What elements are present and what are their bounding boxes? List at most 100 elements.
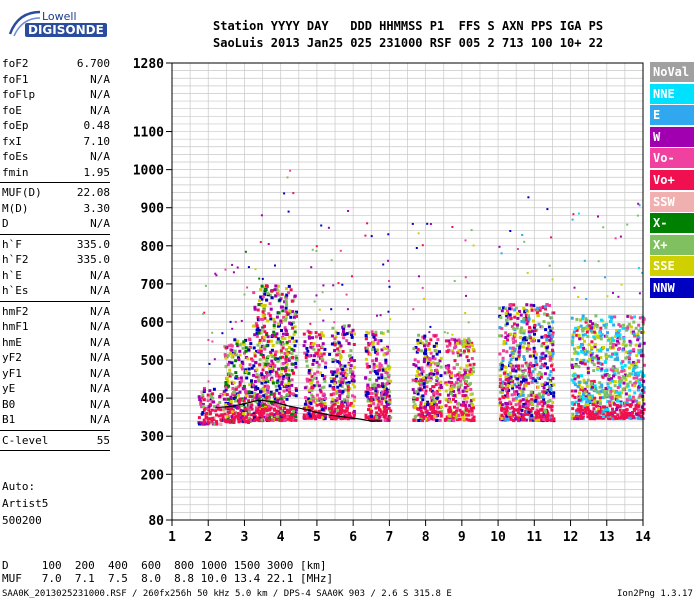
echo-point xyxy=(421,398,425,402)
echo-point xyxy=(265,378,269,382)
echo-point xyxy=(275,332,279,336)
echo-point xyxy=(332,370,336,374)
echo-point xyxy=(280,366,284,370)
echo-point xyxy=(217,414,221,418)
echo-point xyxy=(541,395,545,399)
echo-point xyxy=(335,415,339,419)
param-value: N/A xyxy=(90,103,110,117)
echo-point xyxy=(544,339,548,343)
echo-point xyxy=(350,375,354,379)
echo-point xyxy=(346,402,350,406)
echo-point xyxy=(631,414,635,418)
echo-point xyxy=(287,210,290,213)
echo-point xyxy=(202,398,206,402)
echo-point xyxy=(352,399,356,403)
echo-point xyxy=(203,406,207,410)
echo-point xyxy=(412,419,416,422)
echo-point xyxy=(589,319,592,323)
echo-point xyxy=(539,375,543,379)
echo-point xyxy=(265,333,269,337)
echo-point xyxy=(635,365,639,369)
echo-point xyxy=(374,393,378,397)
x-tick-label: 4 xyxy=(277,530,285,545)
echo-point xyxy=(238,390,242,394)
echo-point xyxy=(469,399,473,403)
echo-point xyxy=(384,405,388,409)
echo-point xyxy=(285,388,289,392)
echo-point xyxy=(548,304,552,307)
echo-point xyxy=(542,386,546,390)
echo-point xyxy=(263,288,267,292)
echo-point xyxy=(446,350,450,354)
echo-point xyxy=(522,329,526,333)
echo-point xyxy=(586,408,590,412)
echo-point xyxy=(235,414,239,418)
echo-point xyxy=(340,385,344,388)
echo-point xyxy=(436,377,440,381)
echo-point xyxy=(602,226,605,229)
echo-point xyxy=(340,406,344,410)
echo-point xyxy=(292,348,296,352)
echo-point xyxy=(218,395,222,398)
echo-point xyxy=(381,366,385,370)
echo-point xyxy=(462,378,466,382)
echo-point xyxy=(307,412,311,416)
echo-point xyxy=(622,368,626,372)
echo-point xyxy=(421,411,424,415)
echo-point xyxy=(540,400,544,404)
echo-point xyxy=(330,416,334,420)
echo-point xyxy=(238,419,242,423)
echo-point xyxy=(228,403,232,406)
echo-point xyxy=(262,415,266,419)
echo-point xyxy=(305,377,309,381)
echo-point xyxy=(289,405,293,409)
echo-point xyxy=(314,376,318,380)
echo-point xyxy=(420,378,424,382)
echo-point xyxy=(502,306,505,310)
echo-point xyxy=(623,373,627,377)
echo-point xyxy=(438,411,442,415)
echo-point xyxy=(231,381,234,385)
echo-point xyxy=(230,344,234,348)
echo-point xyxy=(429,223,432,225)
echo-point xyxy=(516,323,519,327)
echo-point xyxy=(207,339,210,341)
echo-point xyxy=(514,403,518,407)
echo-point xyxy=(364,357,368,361)
echo-point xyxy=(579,318,582,322)
echo-point xyxy=(548,358,552,362)
echo-point xyxy=(509,354,513,358)
echo-point xyxy=(633,384,637,388)
echo-point xyxy=(373,415,377,419)
echo-point xyxy=(387,394,391,398)
echo-point xyxy=(580,395,584,399)
echo-point xyxy=(597,407,600,410)
echo-point xyxy=(573,377,577,381)
echo-point xyxy=(364,415,368,419)
echo-point xyxy=(275,414,279,418)
echo-point xyxy=(523,341,527,345)
echo-point xyxy=(302,407,306,410)
echo-point xyxy=(285,350,289,354)
echo-point xyxy=(345,293,348,296)
echo-point xyxy=(447,364,451,368)
echo-point xyxy=(463,349,466,353)
echo-point xyxy=(608,416,612,420)
echo-point xyxy=(623,376,627,380)
echo-point xyxy=(612,291,614,294)
echo-point xyxy=(525,316,528,320)
echo-point xyxy=(416,370,420,374)
echo-point xyxy=(323,397,327,400)
echo-point xyxy=(528,325,532,329)
echo-point xyxy=(348,370,352,374)
echo-point xyxy=(226,379,230,383)
echo-point xyxy=(465,345,469,349)
echo-point xyxy=(462,417,466,421)
echo-point xyxy=(615,352,619,356)
echo-point xyxy=(334,372,338,376)
echo-point xyxy=(471,347,475,351)
echo-point xyxy=(459,349,462,352)
echo-point xyxy=(603,392,607,396)
echo-point xyxy=(542,335,546,339)
echo-point xyxy=(598,401,602,405)
